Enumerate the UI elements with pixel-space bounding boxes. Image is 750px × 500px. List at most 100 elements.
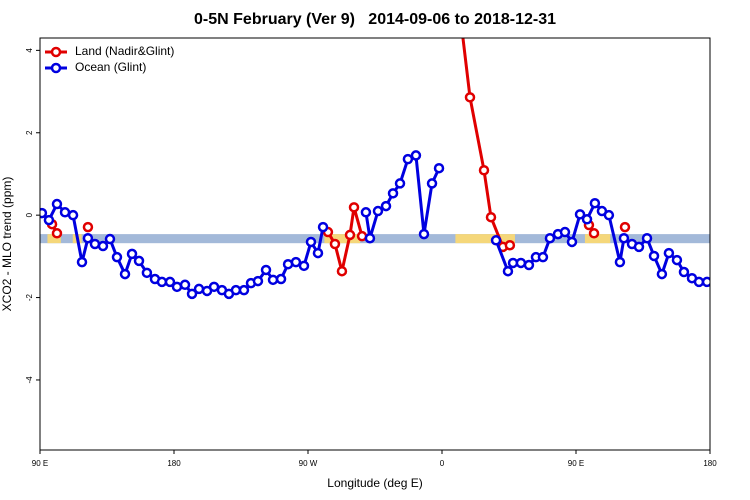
- y-tick-label: -2: [25, 293, 34, 301]
- land-band: [584, 234, 611, 244]
- legend-marker: [50, 46, 62, 58]
- data-point: [394, 178, 406, 189]
- data-point: [589, 197, 601, 209]
- y-tick-label: -4: [25, 376, 34, 384]
- y-tick-label: 4: [25, 48, 34, 53]
- data-point: [82, 232, 94, 244]
- data-point: [490, 235, 502, 246]
- data-point: [97, 240, 109, 252]
- data-point: [464, 92, 476, 103]
- legend-marker: [50, 62, 62, 74]
- data-point: [641, 232, 653, 244]
- x-tick-label: 90 E: [32, 459, 48, 468]
- data-point: [656, 268, 668, 280]
- y-tick-label: 2: [25, 130, 34, 135]
- y-axis-label: XCO2 - MLO trend (ppm): [0, 177, 14, 312]
- data-point: [387, 188, 399, 199]
- data-point: [433, 162, 445, 174]
- data-point: [51, 198, 63, 210]
- data-point: [410, 150, 422, 161]
- data-point: [581, 214, 593, 225]
- data-point: [186, 288, 198, 300]
- data-point: [515, 257, 527, 269]
- data-point: [89, 238, 101, 250]
- data-point: [111, 251, 123, 263]
- data-point: [104, 233, 116, 245]
- data-point: [76, 256, 88, 268]
- data-point: [559, 226, 571, 238]
- data-point: [619, 221, 631, 233]
- data-point: [119, 268, 131, 280]
- legend: Land (Nadir&Glint) Ocean (Glint): [45, 44, 174, 74]
- data-point: [671, 254, 683, 266]
- data-point: [360, 207, 372, 218]
- x-tick-label: 180: [167, 459, 181, 468]
- data-point: [566, 236, 578, 248]
- data-point: [426, 178, 438, 189]
- data-point: [40, 207, 48, 219]
- data-point: [380, 200, 392, 212]
- plot-frame: [39, 37, 711, 451]
- data-point: [290, 256, 302, 268]
- data-point: [344, 229, 356, 241]
- y-tick-label: 0: [25, 212, 34, 217]
- data-point: [133, 255, 145, 267]
- data-point: [364, 232, 376, 244]
- data-point: [238, 284, 250, 296]
- data-point: [588, 228, 600, 239]
- data-point: [329, 238, 341, 250]
- data-point: [260, 264, 272, 276]
- data-point: [298, 260, 310, 272]
- data-point: [336, 265, 348, 277]
- data-point: [603, 209, 615, 221]
- x-axis-label: Longitude (deg E): [327, 476, 422, 490]
- land-band: [324, 234, 361, 244]
- legend-label: Land (Nadir&Glint): [75, 44, 174, 58]
- data-point: [502, 265, 514, 277]
- legend-label: Ocean (Glint): [75, 60, 146, 74]
- data-point: [43, 214, 55, 226]
- data-point: [348, 202, 360, 213]
- data-point: [171, 281, 183, 293]
- plot-area: [40, 9, 710, 300]
- data-point: [82, 221, 94, 233]
- data-point: [372, 205, 384, 217]
- data-point: [193, 283, 205, 295]
- data-point: [402, 153, 414, 165]
- data-point: [305, 236, 317, 248]
- data-point: [614, 256, 626, 268]
- data-point: [678, 266, 690, 278]
- data-point: [648, 250, 660, 262]
- data-point: [701, 276, 710, 288]
- data-point: [141, 267, 153, 279]
- data-point: [418, 228, 430, 240]
- data-point: [633, 241, 645, 253]
- data-point: [574, 209, 586, 220]
- data-point: [317, 221, 329, 233]
- data-point: [126, 248, 138, 260]
- data-point: [618, 232, 630, 244]
- data-point: [312, 247, 324, 259]
- data-point: [485, 211, 497, 223]
- data-point: [164, 276, 176, 288]
- land-band: [455, 234, 515, 244]
- chart-title: 0-5N February (Ver 9) 2014-09-06 to 2018…: [194, 11, 556, 28]
- land-band: [47, 234, 61, 244]
- x-tick-label: 90 W: [299, 459, 318, 468]
- x-tick-label: 0: [440, 459, 445, 468]
- data-point: [663, 247, 675, 259]
- data-point: [252, 275, 264, 287]
- data-point: [67, 209, 79, 221]
- x-tick-label: 90 E: [568, 459, 584, 468]
- data-point: [179, 279, 191, 291]
- data-point: [523, 259, 535, 271]
- data-point: [537, 251, 549, 263]
- data-point: [478, 165, 490, 176]
- x-tick-label: 180: [703, 459, 717, 468]
- data-point: [544, 232, 556, 244]
- data-point: [275, 273, 287, 285]
- data-point: [51, 228, 63, 239]
- data-point: [504, 239, 516, 251]
- data-point: [267, 274, 279, 286]
